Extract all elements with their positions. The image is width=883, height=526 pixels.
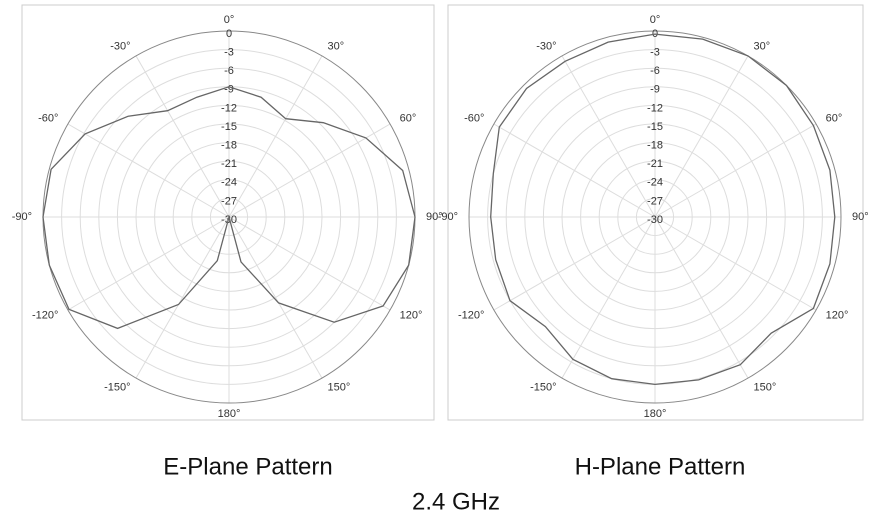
r-tick-label: -12 xyxy=(647,102,663,114)
r-tick-label: -27 xyxy=(221,195,237,207)
angle-tick-label: 180° xyxy=(644,408,667,420)
angle-tick-label: -150° xyxy=(104,382,130,394)
r-tick-label: 0 xyxy=(226,28,232,40)
angle-tick-label: -60° xyxy=(38,112,58,124)
angle-tick-label: 90° xyxy=(852,211,869,223)
angle-tick-label: -120° xyxy=(32,309,58,321)
ring-grid-line xyxy=(116,104,342,330)
plot-frame xyxy=(447,4,864,421)
r-tick-label: -15 xyxy=(647,121,663,133)
r-tick-label: -18 xyxy=(647,140,663,152)
ring-grid-line xyxy=(61,49,397,385)
ring-grid-line xyxy=(505,67,805,367)
r-tick-label: -3 xyxy=(224,47,234,59)
angle-tick-label: -30° xyxy=(536,40,556,52)
angle-tick-label: 60° xyxy=(826,112,843,124)
plot-title: H-Plane Pattern xyxy=(575,453,746,480)
pattern-line xyxy=(42,86,416,330)
r-tick-label: -9 xyxy=(650,84,660,96)
plot-frame xyxy=(21,4,435,421)
angle-tick-label: -30° xyxy=(110,40,130,52)
angle-tick-label: 120° xyxy=(826,309,849,321)
ring-grid-line xyxy=(79,67,379,367)
angle-tick-label: 0° xyxy=(650,14,661,26)
ring-grid-line xyxy=(209,197,249,237)
angle-tick-label: 120° xyxy=(400,309,423,321)
r-tick-label: -30 xyxy=(221,214,237,226)
r-tick-label: -21 xyxy=(221,158,237,170)
r-tick-label: -30 xyxy=(647,214,663,226)
r-tick-label: -21 xyxy=(647,158,663,170)
r-tick-label: -9 xyxy=(224,84,234,96)
ring-grid-line xyxy=(580,142,730,292)
angle-tick-label: 30° xyxy=(754,40,771,52)
angle-tick-label: 90° xyxy=(426,211,443,223)
ring-grid-line xyxy=(468,30,842,404)
ring-grid-line xyxy=(561,123,749,311)
ring-grid-line xyxy=(524,86,786,348)
caption: 2.4 GHz xyxy=(412,488,500,515)
ring-grid-line xyxy=(191,179,267,255)
angle-tick-label: -90° xyxy=(12,211,32,223)
ring-grid-line xyxy=(635,197,675,237)
r-tick-label: -24 xyxy=(647,177,663,189)
angle-tick-label: 60° xyxy=(400,112,417,124)
ring-grid-line xyxy=(154,142,304,292)
ring-grid-line xyxy=(542,104,768,330)
angle-tick-label: 150° xyxy=(328,382,351,394)
ring-grid-line xyxy=(598,160,712,274)
angle-tick-label: 30° xyxy=(328,40,345,52)
r-tick-label: -6 xyxy=(650,65,660,77)
angle-tick-label: -120° xyxy=(458,309,484,321)
r-tick-label: -15 xyxy=(221,121,237,133)
r-tick-label: -12 xyxy=(221,102,237,114)
angle-tick-label: 0° xyxy=(224,14,235,26)
r-tick-label: -24 xyxy=(221,177,237,189)
plot-title: E-Plane Pattern xyxy=(163,453,332,480)
r-tick-label: -18 xyxy=(221,140,237,152)
ring-grid-line xyxy=(135,123,323,311)
angle-tick-label: 150° xyxy=(754,382,777,394)
ring-grid-line xyxy=(617,179,693,255)
angle-tick-label: -90° xyxy=(438,211,458,223)
r-tick-label: -6 xyxy=(224,65,234,77)
angle-tick-label: -150° xyxy=(530,382,556,394)
ring-grid-line xyxy=(172,160,286,274)
pattern-line xyxy=(490,33,836,386)
angle-tick-label: -60° xyxy=(464,112,484,124)
r-tick-label: -27 xyxy=(647,195,663,207)
angle-tick-label: 180° xyxy=(218,408,241,420)
r-tick-label: -3 xyxy=(650,47,660,59)
